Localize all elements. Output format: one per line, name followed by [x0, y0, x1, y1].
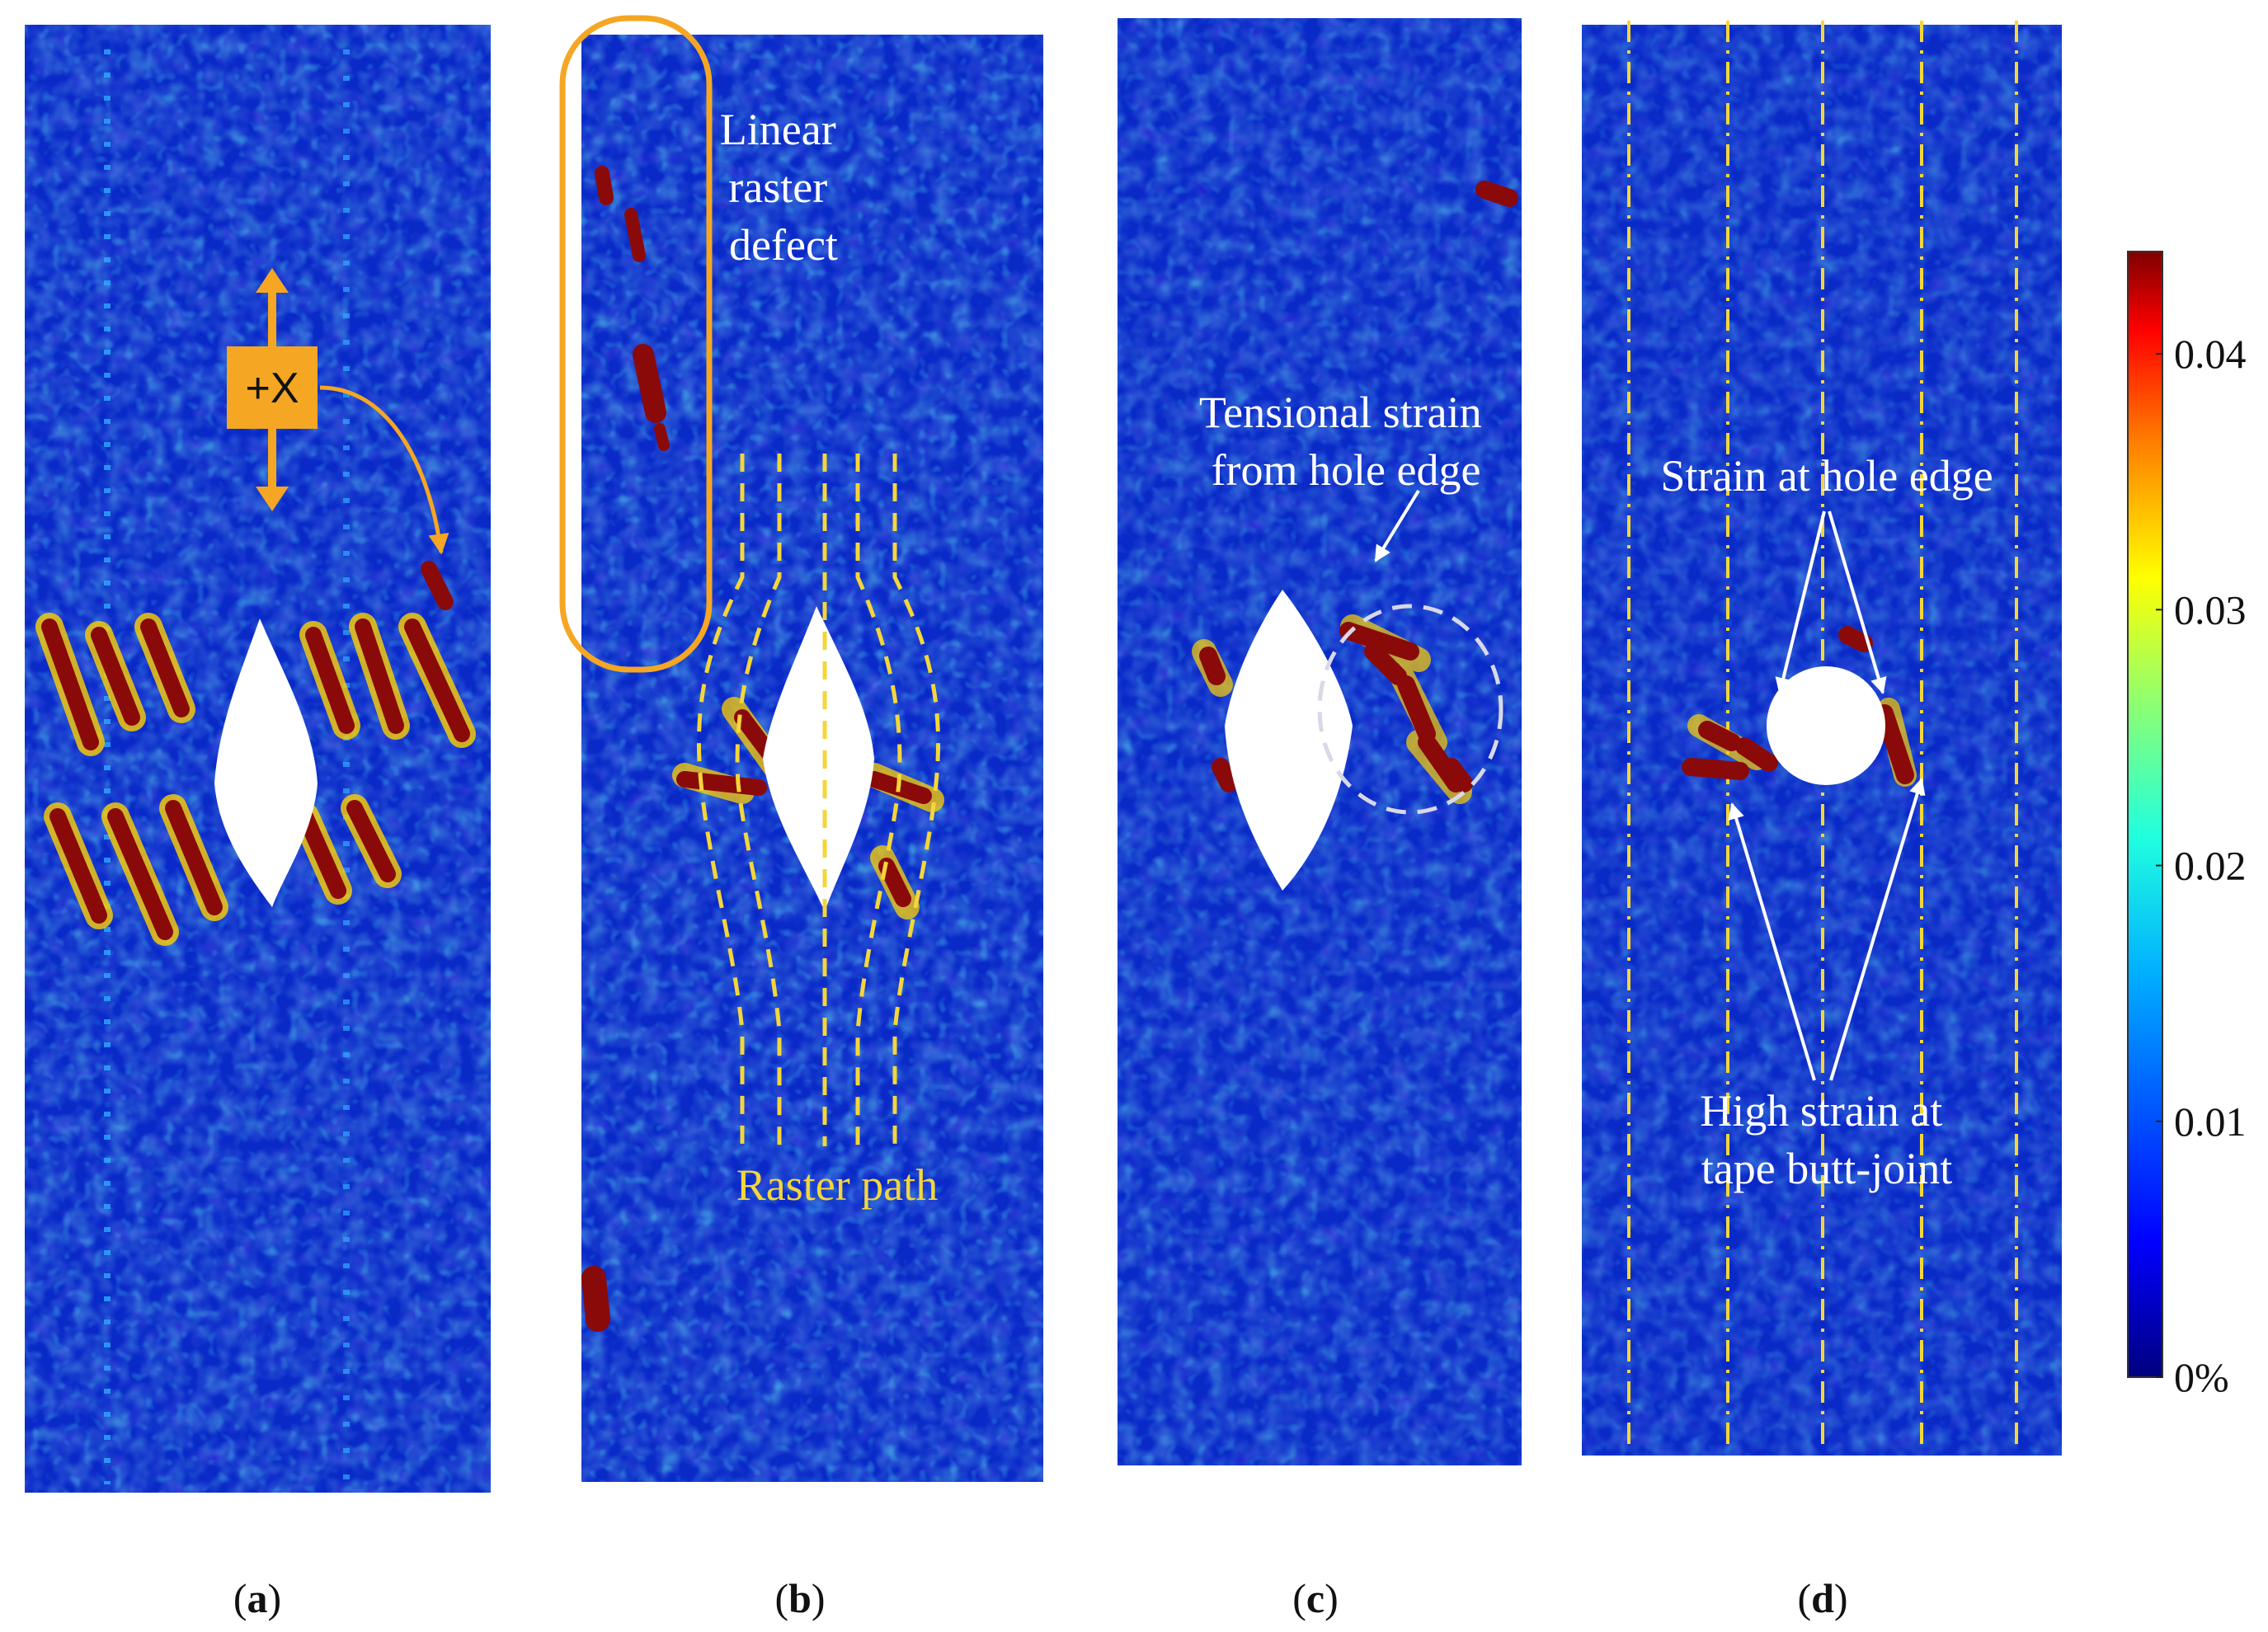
- panel-c: Tensional strain from hole edge (c): [1118, 18, 1522, 1621]
- colorbar-tick-label: 0.04: [2174, 331, 2247, 377]
- panel-label-c: (c): [1292, 1575, 1339, 1621]
- colorbar-gradient: [2127, 251, 2163, 1378]
- hole-d: [1767, 666, 1885, 785]
- panel-label-a: (a): [233, 1575, 281, 1621]
- direction-label: +X: [245, 364, 299, 412]
- colorbar-ticks: 0.04 0.03 0.02 0.01 0%: [2156, 331, 2247, 1400]
- tensional-strain-label: Tensional strain from hole edge: [1199, 388, 1493, 495]
- raster-path-lines: [696, 454, 941, 1146]
- defect-label: Linear raster defect: [720, 105, 847, 270]
- hole-a: [214, 618, 318, 907]
- raster-path-label: Raster path: [736, 1160, 938, 1210]
- panel-label-d: (d): [1797, 1575, 1847, 1621]
- hole-b: [763, 606, 874, 911]
- panel-label-b: (b): [774, 1575, 825, 1621]
- panel-b: Linear raster defect Raster path (b): [559, 15, 1043, 1621]
- hole-edge-strain-label: Strain at hole edge: [1660, 451, 1993, 501]
- direction-indicator: +X: [227, 268, 449, 555]
- colorbar: 0.04 0.03 0.02 0.01 0%: [2127, 251, 2247, 1400]
- panel-d: Strain at hole edge High strain at tape …: [1582, 21, 2062, 1621]
- panel-a: +X (a): [25, 25, 491, 1621]
- hole-c: [1225, 590, 1353, 891]
- colorbar-tick-label: 0.02: [2174, 843, 2247, 889]
- colorbar-tick-label: 0%: [2174, 1354, 2229, 1400]
- colorbar-tick-label: 0.01: [2174, 1098, 2247, 1145]
- colorbar-tick-label: 0.03: [2174, 586, 2247, 633]
- butt-joint-strain-label: High strain at tape butt-joint: [1700, 1086, 1953, 1193]
- defect-highlight-box: [559, 15, 713, 673]
- tension-zone-outline: [1317, 604, 1503, 815]
- hot-bands-a: [35, 561, 476, 946]
